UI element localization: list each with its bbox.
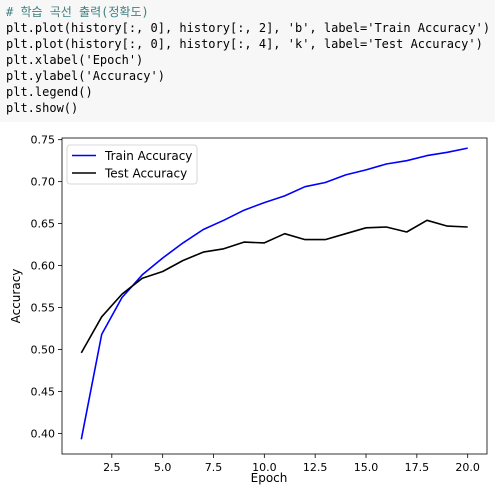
plot-frame	[61, 137, 488, 455]
y-tick-label: 0.60	[31, 260, 56, 273]
x-tick-label: 5.0	[154, 461, 172, 474]
legend: Train Accuracy Test Accuracy	[66, 144, 198, 185]
legend-test-label: Test Accuracy	[104, 167, 187, 181]
train-accuracy-line	[80, 147, 468, 440]
x-tick-label: 15.0	[354, 461, 379, 474]
x-tick-label: 17.5	[405, 461, 430, 474]
x-tick-label: 2.5	[103, 461, 121, 474]
test-accuracy-line	[80, 219, 468, 354]
code-line-plot-train: plt.plot(history[:, 0], history[:, 2], '…	[6, 21, 491, 35]
x-tick-label: 10.0	[252, 461, 277, 474]
code-line-show: plt.show()	[6, 101, 79, 115]
code-line-xlabel: plt.xlabel('Epoch')	[6, 53, 144, 67]
y-tick-label: 0.75	[31, 134, 56, 147]
legend-train-label: Train Accuracy	[104, 149, 192, 163]
x-axis-label: Epoch	[251, 471, 288, 485]
y-tick-label: 0.55	[31, 302, 56, 315]
y-tick-label: 0.50	[31, 344, 56, 357]
code-line-ylabel: plt.ylabel('Accuracy')	[6, 69, 165, 83]
legend-box	[66, 144, 198, 185]
y-tick-label: 0.65	[31, 218, 56, 231]
chart-output: 2.5 5.0 7.5 10.0 12.5 15.0 17.5 20.0 0.40 0.45 0.5…	[0, 132, 495, 498]
code-line-plot-test: plt.plot(history[:, 0], history[:, 4], '…	[6, 37, 483, 51]
code-comment-line: # 학습 곡선 출력(정확도)	[6, 5, 149, 19]
code-line-legend: plt.legend()	[6, 85, 93, 99]
x-tick-label: 7.5	[205, 461, 223, 474]
y-tick-label: 0.45	[31, 385, 56, 398]
y-axis-label: Accuracy	[9, 269, 23, 324]
y-tick-label: 0.40	[31, 427, 56, 440]
accuracy-chart: 2.5 5.0 7.5 10.0 12.5 15.0 17.5 20.0 0.40 0.45 0.5…	[9, 134, 488, 485]
x-tick-label: 12.5	[303, 461, 328, 474]
code-cell[interactable]: # 학습 곡선 출력(정확도) plt.plot(history[:, 0], …	[0, 0, 495, 122]
y-tick-label: 0.70	[31, 176, 56, 189]
x-tick-label: 20.0	[455, 461, 480, 474]
